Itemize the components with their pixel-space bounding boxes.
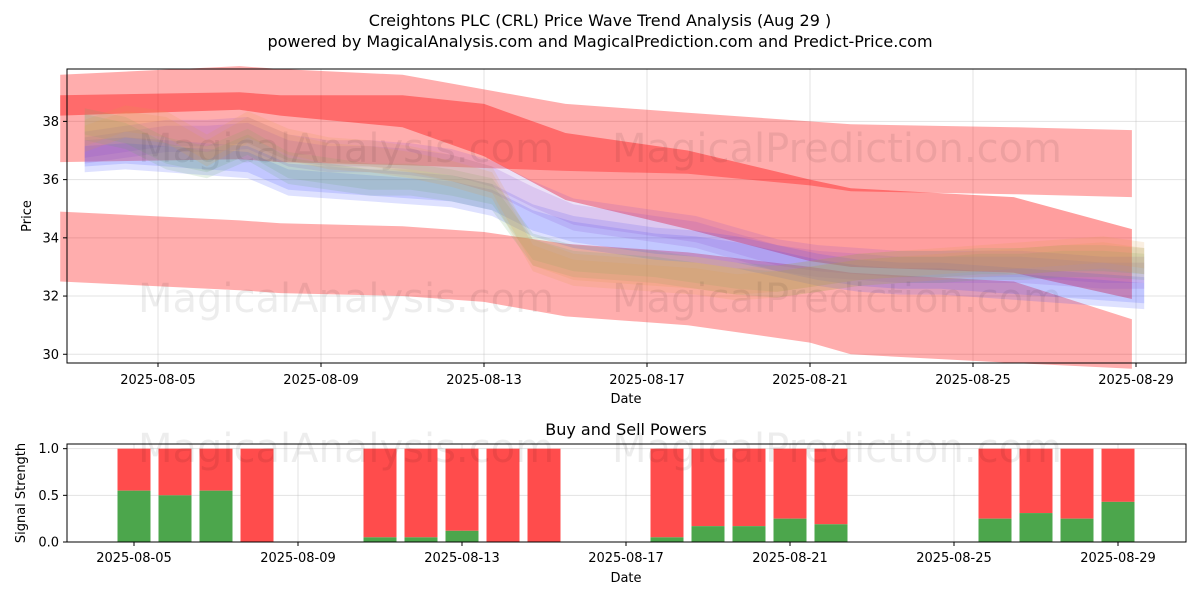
sell-bar — [1019, 448, 1053, 514]
watermark-analysis-bottom: MagicalAnalysis.com — [138, 426, 554, 472]
price-y-ticks: 30 32 34 36 38 — [42, 115, 67, 363]
sell-bar — [1101, 448, 1135, 502]
sell-bar — [1060, 448, 1094, 519]
price-grid — [67, 69, 1186, 363]
signal-y-ticks: 0.0 0.5 1.0 — [38, 442, 67, 551]
buy-bar — [773, 518, 807, 542]
sell-bar — [978, 448, 1012, 519]
buy-bar — [732, 526, 766, 542]
sell-bar — [486, 448, 520, 542]
sell-bar — [732, 448, 766, 527]
price-wave-3-ribbon — [84, 114, 1145, 292]
price-x-tick-label: 2025-08-21 — [772, 373, 848, 388]
price-x-ticks: 2025-08-05 2025-08-09 2025-08-13 2025-08-17… — [120, 363, 1174, 388]
buy-bar — [978, 518, 1012, 542]
price-plot-area — [67, 69, 1186, 363]
signal-x-tick-label: 2025-08-21 — [752, 551, 828, 566]
price-y-tick-label: 34 — [42, 231, 59, 246]
price-x-tick-label: 2025-08-05 — [120, 373, 196, 388]
watermark-prediction-mid: MagicalPrediction.com — [612, 276, 1062, 322]
signal-y-tick-label: 0.5 — [38, 489, 59, 504]
watermark-analysis-mid: MagicalAnalysis.com — [138, 276, 554, 322]
price-x-tick-label: 2025-08-25 — [935, 373, 1011, 388]
signal-y-tick-label: 1.0 — [38, 442, 59, 457]
watermark-prediction-top: MagicalPrediction.com — [612, 126, 1062, 172]
buy-bar — [117, 490, 151, 542]
buy-bar — [158, 495, 192, 542]
price-wave-1-ribbon — [84, 137, 1145, 310]
price-panel: MagicalAnalysis.com MagicalPrediction.co… — [20, 66, 1187, 407]
buy-bar — [650, 537, 684, 542]
price-x-tick-label: 2025-08-17 — [609, 373, 685, 388]
price-wave-3-ribbon — [84, 108, 1145, 298]
sell-bar — [691, 448, 725, 527]
price-x-tick-label: 2025-08-29 — [1098, 373, 1174, 388]
price-y-label: Price — [20, 200, 35, 232]
buy-bar — [445, 530, 479, 542]
signal-x-tick-label: 2025-08-29 — [1080, 551, 1156, 566]
sell-bar — [240, 448, 274, 542]
sell-bar — [773, 448, 807, 519]
signal-x-tick-label: 2025-08-25 — [916, 551, 992, 566]
buy-bar — [1101, 501, 1135, 542]
price-y-tick-label: 32 — [42, 290, 59, 305]
signal-panel: Buy and Sell Powers MagicalAnalysis.com … — [14, 420, 1187, 586]
buy-bar — [1060, 518, 1094, 542]
price-plot-frame — [66, 68, 1187, 364]
sell-bar — [363, 448, 397, 538]
buy-bar — [814, 524, 848, 542]
signal-bars — [117, 448, 1135, 542]
buy-bar — [691, 526, 725, 542]
chart-subtitle: powered by MagicalAnalysis.com and Magic… — [267, 32, 932, 51]
sell-bar — [404, 448, 438, 538]
signal-x-tick-label: 2025-08-09 — [260, 551, 336, 566]
price-wave-4-ribbon — [84, 105, 1145, 301]
buy-bar — [1019, 513, 1053, 542]
price-waves — [84, 105, 1145, 310]
price-band-2 — [60, 92, 1132, 299]
price-bands — [60, 66, 1132, 369]
watermark-prediction-bottom: MagicalPrediction.com — [612, 426, 1062, 472]
price-band-3 — [60, 211, 1132, 369]
signal-x-tick-label: 2025-08-05 — [96, 551, 172, 566]
chart-title: Creightons PLC (CRL) Price Wave Trend An… — [369, 11, 831, 30]
buy-bar — [363, 537, 397, 542]
price-wave-2-ribbon — [84, 117, 1145, 289]
price-x-tick-label: 2025-08-09 — [283, 373, 359, 388]
sell-bar — [199, 448, 233, 491]
sell-bar — [814, 448, 848, 525]
buy-bar — [199, 490, 233, 542]
sell-bar — [117, 448, 151, 491]
signal-x-tick-label: 2025-08-17 — [588, 551, 664, 566]
watermark-analysis-top: MagicalAnalysis.com — [138, 126, 554, 172]
price-wave-4-ribbon — [84, 111, 1145, 295]
price-band-1 — [60, 66, 1132, 198]
signal-x-tick-label: 2025-08-13 — [424, 551, 500, 566]
signal-y-label: Signal Strength — [14, 443, 29, 543]
buy-bar — [404, 537, 438, 542]
signal-y-tick-label: 0.0 — [38, 536, 59, 551]
signal-x-ticks: 2025-08-05 2025-08-09 2025-08-13 2025-08-17… — [96, 542, 1156, 566]
price-y-tick-label: 36 — [42, 173, 59, 188]
sell-bar — [158, 448, 192, 496]
sell-bar — [445, 448, 479, 531]
sell-bar — [650, 448, 684, 538]
price-y-tick-label: 38 — [42, 115, 59, 130]
price-y-tick-label: 30 — [42, 348, 59, 363]
price-wave-2-ribbon — [84, 122, 1145, 284]
price-x-tick-label: 2025-08-13 — [446, 373, 522, 388]
signal-title: Buy and Sell Powers — [545, 420, 707, 439]
price-x-label: Date — [610, 392, 641, 407]
price-wave-1-ribbon — [84, 143, 1145, 304]
sell-bar — [527, 448, 561, 542]
signal-x-label: Date — [610, 571, 641, 586]
